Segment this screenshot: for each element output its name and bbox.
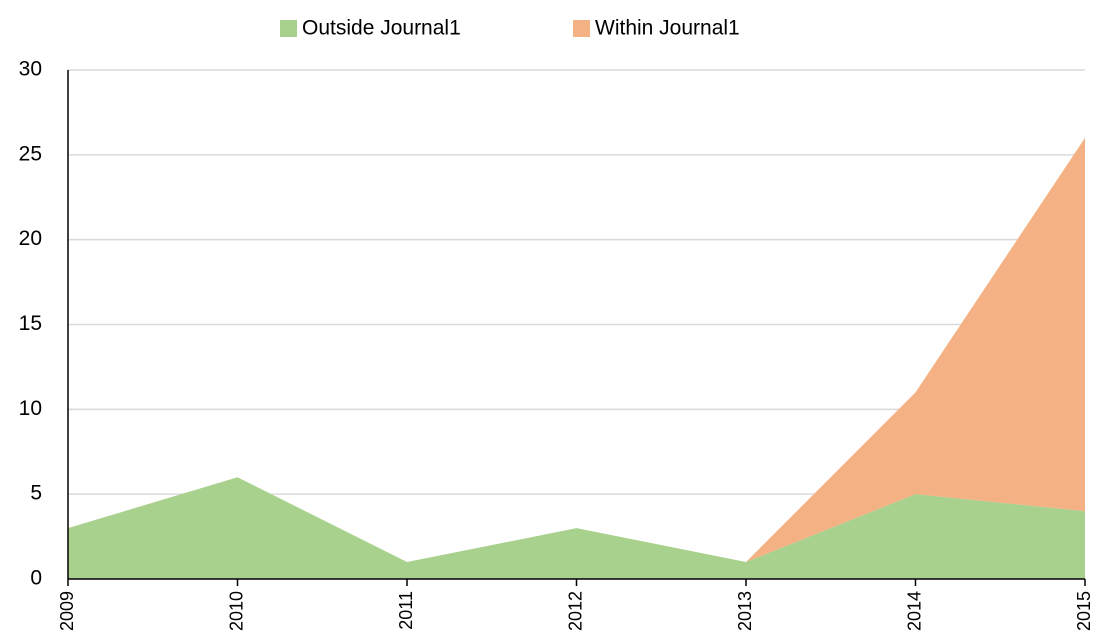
y-tick-label: 5 [30, 482, 42, 505]
y-tick-label: 0 [30, 567, 42, 590]
x-tick-label: 2015 [1074, 591, 1093, 631]
legend-label: Within Journal1 [595, 17, 740, 40]
y-tick-label: 30 [19, 58, 42, 81]
y-tick-label: 20 [19, 227, 42, 250]
x-tick-label: 2010 [226, 591, 246, 631]
legend-swatch [280, 20, 297, 37]
x-tick-label: 2012 [565, 591, 585, 631]
x-tick-label: 2013 [735, 591, 755, 631]
y-tick-label: 10 [19, 397, 42, 420]
legend-swatch [573, 20, 590, 37]
x-tick-label: 2014 [904, 591, 924, 631]
x-tick-label: 2011 [396, 591, 416, 630]
legend-label: Outside Journal1 [302, 17, 461, 40]
x-tick-label: 2009 [57, 591, 77, 631]
y-tick-label: 15 [19, 312, 42, 335]
area [68, 477, 1085, 579]
y-tick-label: 25 [19, 142, 42, 165]
